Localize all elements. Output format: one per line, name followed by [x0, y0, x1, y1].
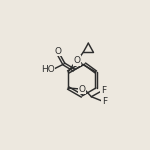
Text: O: O [74, 56, 81, 65]
Text: F: F [101, 86, 106, 95]
Text: O: O [79, 84, 86, 93]
Text: HO: HO [41, 64, 55, 74]
Text: F: F [102, 97, 107, 106]
Text: O: O [54, 46, 61, 56]
